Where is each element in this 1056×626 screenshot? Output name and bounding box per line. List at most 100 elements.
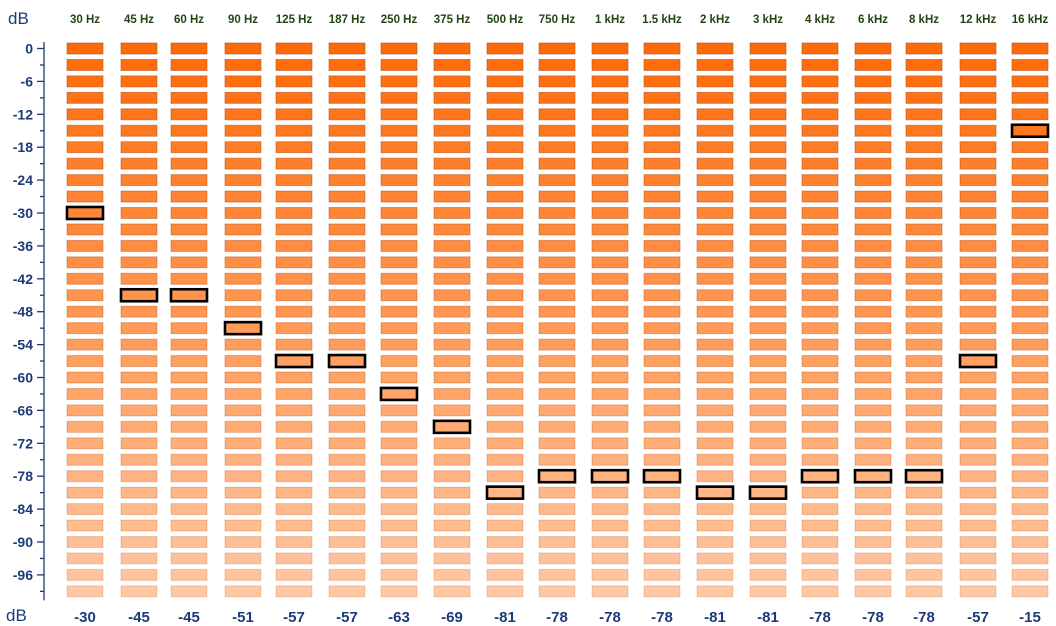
level-segment <box>275 355 313 368</box>
level-segment <box>380 338 418 351</box>
level-segment <box>120 305 158 318</box>
level-segment <box>591 223 629 236</box>
bar-column <box>275 42 313 598</box>
level-segment <box>120 503 158 516</box>
level-segment <box>591 536 629 548</box>
bar-column <box>486 42 524 598</box>
level-segment <box>66 91 104 104</box>
level-segment <box>1011 272 1049 285</box>
level-segment <box>538 404 576 417</box>
level-segment <box>591 453 629 466</box>
value-label: -81 <box>704 609 726 626</box>
peak-marker <box>904 468 944 484</box>
level-segment <box>170 58 208 71</box>
level-segment <box>643 42 681 55</box>
level-segment <box>854 486 892 499</box>
level-segment <box>591 272 629 285</box>
level-segment <box>66 322 104 335</box>
level-segment <box>170 272 208 285</box>
level-segment <box>380 486 418 499</box>
level-segment <box>433 305 471 318</box>
level-segment <box>328 91 366 104</box>
level-segment <box>538 552 576 565</box>
level-segment <box>538 355 576 368</box>
level-segment <box>643 157 681 170</box>
level-segment <box>538 174 576 187</box>
level-segment <box>854 322 892 335</box>
level-segment <box>328 157 366 170</box>
level-segment <box>538 239 576 252</box>
frequency-label: 3 kHz <box>753 14 783 26</box>
y-tick-label: -96 <box>13 567 33 583</box>
level-segment <box>538 190 576 203</box>
level-segment <box>696 420 734 433</box>
level-segment <box>170 470 208 483</box>
level-segment <box>643 289 681 302</box>
level-segment <box>433 568 471 581</box>
value-labels: -30 -45 -45 -51 -57 -57 -63 -69 -81 -78 -78 -78 -81 -… <box>74 609 1041 626</box>
level-segment <box>275 42 313 55</box>
level-segment <box>224 585 262 598</box>
level-segment <box>801 42 839 55</box>
level-segment <box>275 75 313 88</box>
level-segment <box>275 91 313 104</box>
level-segment <box>959 420 997 433</box>
level-segment <box>486 256 524 269</box>
level-segment <box>643 272 681 285</box>
level-segment <box>749 322 787 335</box>
level-segment <box>275 437 313 450</box>
level-bars <box>66 42 1049 598</box>
level-segment <box>328 420 366 433</box>
level-segment <box>1011 371 1049 384</box>
frequency-label: 4 kHz <box>805 14 835 26</box>
level-segment <box>120 190 158 203</box>
level-segment <box>170 420 208 433</box>
level-segment <box>591 486 629 499</box>
level-segment <box>591 305 629 318</box>
level-segment <box>591 387 629 400</box>
level-segment <box>275 503 313 516</box>
level-segment <box>486 552 524 565</box>
level-segment <box>959 207 997 219</box>
level-segment <box>275 387 313 400</box>
value-label: -63 <box>388 609 410 626</box>
level-segment <box>959 338 997 351</box>
level-segment <box>224 470 262 483</box>
level-segment <box>696 519 734 532</box>
level-segment <box>696 552 734 565</box>
level-segment <box>433 387 471 400</box>
level-segment <box>854 124 892 137</box>
level-segment <box>224 141 262 154</box>
level-segment <box>696 207 734 219</box>
level-segment <box>120 272 158 285</box>
level-segment <box>433 536 471 548</box>
level-segment <box>643 503 681 516</box>
level-segment <box>486 585 524 598</box>
level-segment <box>433 256 471 269</box>
level-segment <box>170 190 208 203</box>
level-segment <box>120 552 158 565</box>
frequency-label: 1 kHz <box>595 14 625 26</box>
level-segment <box>224 536 262 548</box>
level-segment <box>433 437 471 450</box>
level-segment <box>538 223 576 236</box>
level-segment <box>66 338 104 351</box>
peak-marker <box>119 287 159 303</box>
level-segment <box>170 503 208 516</box>
peak-marker <box>432 419 472 435</box>
level-segment <box>433 141 471 154</box>
value-label: -57 <box>283 609 305 626</box>
level-segment <box>380 91 418 104</box>
level-segment <box>854 223 892 236</box>
level-segment <box>328 404 366 417</box>
level-segment <box>696 371 734 384</box>
level-segment <box>224 223 262 236</box>
level-segment <box>120 585 158 598</box>
level-segment <box>749 174 787 187</box>
level-segment <box>538 91 576 104</box>
level-segment <box>905 190 943 203</box>
level-segment <box>1011 437 1049 450</box>
level-segment <box>905 174 943 187</box>
level-segment <box>380 585 418 598</box>
level-segment <box>959 371 997 384</box>
